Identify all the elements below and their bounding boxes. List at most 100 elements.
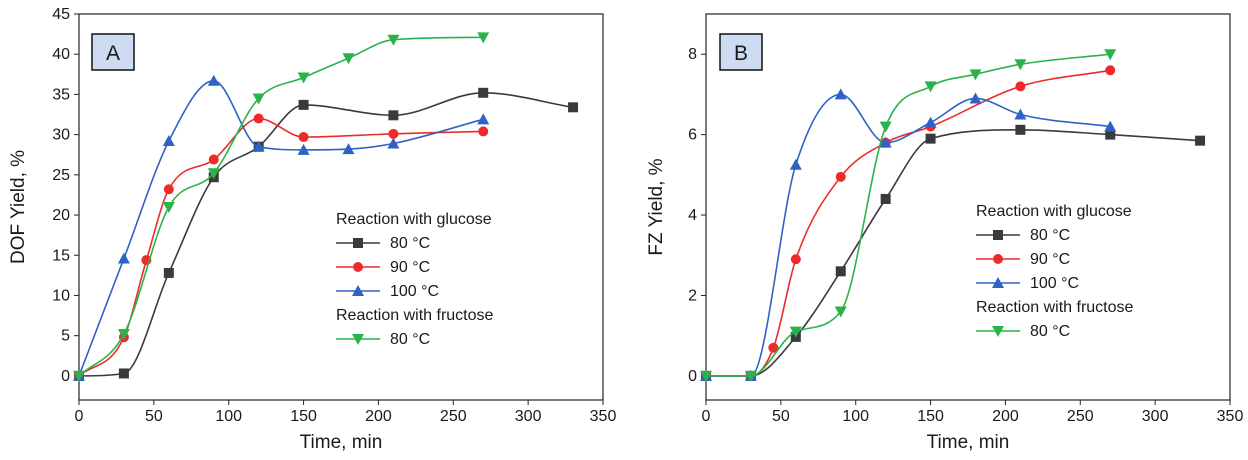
data-point xyxy=(834,88,847,100)
data-point xyxy=(1015,124,1026,135)
data-point xyxy=(118,368,129,379)
data-point xyxy=(342,53,355,65)
data-point xyxy=(1014,59,1027,71)
legend-marker xyxy=(993,254,1003,264)
x-tick-label: 350 xyxy=(1217,408,1244,425)
data-point xyxy=(1104,49,1117,61)
panel-label-box xyxy=(91,33,135,71)
x-tick-label: 0 xyxy=(75,408,84,425)
legend-marker xyxy=(353,238,363,248)
x-axis-label: Time, min xyxy=(300,432,383,453)
plot-frame xyxy=(705,13,1231,401)
data-point xyxy=(1104,120,1117,132)
x-tick-label: 0 xyxy=(702,408,711,425)
data-point xyxy=(477,113,490,125)
data-point xyxy=(879,121,892,133)
data-point xyxy=(1014,108,1027,120)
data-point xyxy=(879,136,892,148)
x-tick-label: 300 xyxy=(1142,408,1169,425)
data-point xyxy=(117,329,130,341)
x-tick-label: 150 xyxy=(917,408,944,425)
data-point xyxy=(207,74,220,86)
data-point xyxy=(207,168,220,180)
data-point xyxy=(342,143,355,155)
data-point xyxy=(835,171,846,182)
legend-group-title: Reaction with glucose xyxy=(976,203,1132,220)
x-tick-label: 350 xyxy=(590,408,617,425)
series-3 xyxy=(73,32,490,382)
series-0 xyxy=(701,124,1206,381)
data-point xyxy=(1015,81,1026,92)
x-tick-label: 50 xyxy=(772,408,790,425)
series-line xyxy=(705,93,1111,377)
x-tick-label: 300 xyxy=(515,408,542,425)
data-point xyxy=(969,92,982,104)
data-point xyxy=(388,128,399,139)
legend-entry: 80 °C xyxy=(1030,323,1070,340)
legend-marker xyxy=(993,230,1003,240)
plot-frame xyxy=(78,13,604,401)
y-tick-label: 2 xyxy=(688,287,697,304)
legend-marker xyxy=(352,285,364,296)
y-tick-label: 15 xyxy=(52,247,70,264)
data-point xyxy=(478,126,489,137)
series-line xyxy=(705,53,1111,377)
data-point xyxy=(163,267,174,278)
data-point xyxy=(298,132,309,143)
data-point xyxy=(880,193,891,204)
legend-entry: 100 °C xyxy=(390,283,439,300)
x-tick-label: 250 xyxy=(1067,408,1094,425)
x-tick-label: 200 xyxy=(992,408,1019,425)
series-line xyxy=(78,36,484,377)
data-point xyxy=(477,32,490,44)
y-tick-label: 8 xyxy=(688,46,697,63)
y-tick-label: 25 xyxy=(52,167,70,184)
data-point xyxy=(789,158,802,170)
data-point xyxy=(253,113,264,124)
data-point xyxy=(790,254,801,265)
legend-entry: 90 °C xyxy=(390,259,430,276)
y-axis-label: DOF Yield, % xyxy=(8,150,29,264)
data-point xyxy=(925,133,936,144)
panel-label: A xyxy=(106,42,120,65)
legend-group-title: Reaction with glucose xyxy=(336,211,492,228)
x-tick-label: 200 xyxy=(365,408,392,425)
y-tick-label: 45 xyxy=(52,6,70,23)
data-point xyxy=(744,370,757,382)
data-point xyxy=(835,266,846,277)
x-tick-label: 100 xyxy=(842,408,869,425)
data-point xyxy=(387,34,400,46)
legend-group-title: Reaction with fructose xyxy=(336,307,494,324)
y-tick-label: 30 xyxy=(52,127,70,144)
data-point xyxy=(162,202,175,213)
legend-marker xyxy=(992,326,1004,337)
data-point xyxy=(924,116,937,128)
data-point xyxy=(1105,65,1116,76)
data-point xyxy=(700,370,712,382)
legend-entry: 100 °C xyxy=(1030,275,1079,292)
series-line xyxy=(705,128,1201,377)
legend-entry: 80 °C xyxy=(1030,227,1070,244)
data-point xyxy=(387,137,400,149)
panel-a: 0 50 100 150 200 250 300 350 0 5 10 15 20 25 30 35 40 45 T… xyxy=(8,6,616,453)
data-point xyxy=(969,69,982,81)
y-tick-label: 5 xyxy=(61,328,70,345)
data-point xyxy=(162,135,175,147)
data-point xyxy=(297,72,310,84)
panel-b: 0 50 100 150 200 250 300 350 0 2 4 6 8 Time, min FZ Yi… xyxy=(646,13,1244,453)
data-point xyxy=(568,102,579,113)
data-point xyxy=(768,342,779,353)
legend-entry: 80 °C xyxy=(390,331,430,348)
legend-entry: 90 °C xyxy=(1030,251,1070,268)
legend: Reaction with glucose 80 °C 90 °C 100 °C Rea… xyxy=(336,211,494,348)
data-point xyxy=(117,252,130,264)
legend-entry: 80 °C xyxy=(390,235,430,252)
data-point xyxy=(924,81,937,93)
legend-marker xyxy=(992,277,1004,288)
y-axis-label: FZ Yield, % xyxy=(646,158,667,255)
x-axis-label: Time, min xyxy=(927,432,1010,453)
y-tick-label: 0 xyxy=(61,368,70,385)
y-tick-label: 20 xyxy=(52,207,70,224)
x-tick-label: 250 xyxy=(440,408,467,425)
